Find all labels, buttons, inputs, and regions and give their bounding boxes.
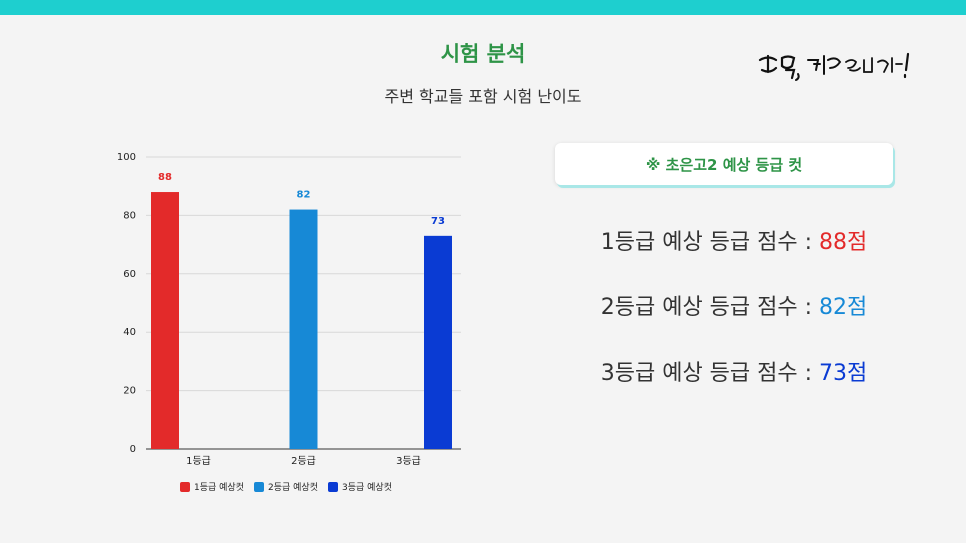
data-label: 82 (297, 190, 311, 201)
score-row-grade1: 1등급 예상 등급 점수 : 88점 (560, 224, 908, 256)
data-label: 88 (158, 172, 172, 183)
y-tick-label: 20 (123, 386, 136, 397)
note-label: ※ 초은고2 예상 등급 컷 (645, 155, 803, 174)
y-tick-label: 100 (117, 152, 136, 163)
note-box: ※ 초은고2 예상 등급 컷 (555, 143, 893, 185)
chart-legend: 1등급 예상컷 2등급 예상컷 3등급 예상컷 (150, 480, 422, 493)
score-label: 2등급 예상 등급 점수 : (600, 295, 820, 320)
brand-signature-logo (758, 52, 910, 81)
score-value: 73점 (819, 361, 868, 386)
data-label: 73 (431, 216, 445, 227)
score-label: 3등급 예상 등급 점수 : (600, 361, 820, 386)
x-category-label: 2등급 (291, 455, 316, 467)
bar (151, 192, 179, 450)
page-subtitle: 주변 학교들 포함 시험 난이도 (384, 87, 582, 106)
score-value: 82점 (819, 295, 868, 320)
legend-label: 2등급 예상컷 (268, 483, 318, 493)
y-tick-label: 0 (130, 444, 136, 455)
legend-item: 1등급 예상컷 (180, 480, 244, 493)
legend-swatch (180, 481, 190, 492)
legend-label: 1등급 예상컷 (194, 483, 244, 493)
score-label: 1등급 예상 등급 점수 : (600, 230, 820, 255)
legend-swatch (254, 481, 264, 492)
x-category-label: 1등급 (186, 455, 211, 467)
legend-item: 3등급 예상컷 (328, 480, 392, 493)
score-row-grade3: 3등급 예상 등급 점수 : 73점 (560, 355, 908, 387)
top-accent-bar (0, 0, 966, 15)
bar (424, 235, 452, 449)
y-tick-label: 60 (123, 269, 136, 280)
legend-label: 3등급 예상컷 (342, 483, 392, 493)
score-value: 88점 (819, 230, 868, 255)
page-title: 시험 분석 (440, 42, 526, 66)
legend-swatch (328, 481, 338, 492)
y-tick-label: 80 (123, 210, 136, 221)
bar (289, 209, 318, 449)
score-row-grade2: 2등급 예상 등급 점수 : 82점 (560, 289, 908, 321)
x-category-label: 3등급 (396, 455, 421, 467)
y-tick-label: 40 (123, 327, 136, 338)
legend-item: 2등급 예상컷 (254, 480, 318, 493)
